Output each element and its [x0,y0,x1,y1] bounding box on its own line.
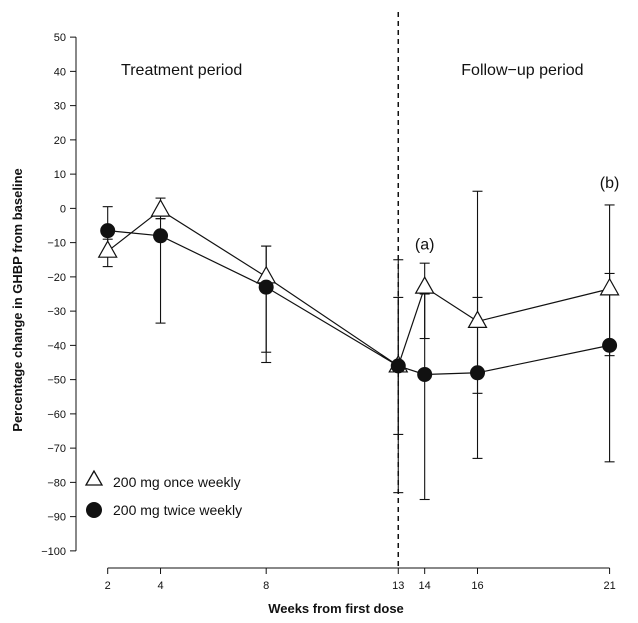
y-axis-title: Percentage change in GHBP from baseline [10,168,25,431]
series-lines [107,209,610,376]
tick-marks: 50 40 30 20 10 0 −10 −20 −30 −40 −50 −60 −70 −80 −90 −1… [41,32,615,592]
y-tick-label: 30 [54,101,66,113]
y-tick-label: −90 [47,512,66,524]
y-tick-label: −10 [47,238,66,250]
x-tick-label: 14 [419,580,431,592]
y-tick-label: 40 [54,66,66,78]
y-tick-label: −70 [47,443,66,455]
annotation-a: (a) [415,236,435,253]
chart-text: Weeks from first dose Percentage change … [10,62,619,616]
marker-triangle [97,239,118,258]
x-tick-label: 8 [263,580,269,592]
marker-circle [100,223,116,239]
annotation-b: (b) [600,175,620,192]
x-tick-label: 16 [471,580,483,592]
y-tick-label: −80 [47,477,66,489]
legend-circle-icon [86,502,102,518]
marker-triangle [467,310,488,328]
y-tick-label: −40 [47,340,66,352]
x-tick-label: 13 [392,580,404,592]
y-tick-label: −100 [41,546,66,558]
marker-circle [417,366,433,382]
marker-circle [602,337,618,353]
marker-circle [470,365,486,381]
y-tick-label: −50 [47,375,66,387]
marker-circle [153,228,169,244]
marker-triangle [150,198,171,217]
x-tick-label: 2 [105,580,111,592]
x-tick-label: 4 [157,580,163,592]
y-tick-label: −20 [47,272,66,284]
legend-label-twice-weekly: 200 mg twice weekly [113,502,242,518]
series-line-2 [107,230,610,376]
marker-triangle [599,277,620,296]
y-tick-label: −60 [47,409,66,421]
marker-triangle [414,275,435,294]
y-tick-label: 10 [54,169,66,181]
x-axis-title: Weeks from first dose [268,601,404,616]
treatment-period-label: Treatment period [121,62,242,79]
marker-circle [258,279,274,295]
y-tick-label: 0 [60,203,66,215]
followup-period-label: Follow−up period [461,62,583,79]
y-tick-label: 20 [54,135,66,147]
series-markers [97,198,620,382]
legend-label-once-weekly: 200 mg once weekly [113,474,241,490]
x-tick-label: 21 [603,580,615,592]
error-bars [102,190,615,501]
y-tick-label: 50 [54,32,66,44]
y-tick-label: −30 [47,306,66,318]
axes [75,37,610,569]
legend: 200 mg once weekly 200 mg twice weekly [84,469,242,518]
marker-circle [390,358,406,374]
legend-triangle-icon [84,469,104,486]
